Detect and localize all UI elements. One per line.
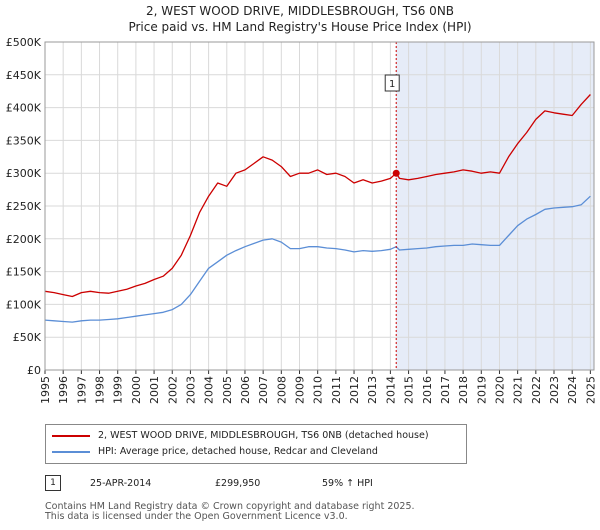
footer-text: Contains HM Land Registry data © Crown c… (45, 502, 415, 522)
annotation-price: £299,950 (215, 478, 261, 489)
legend-label-property: 2, WEST WOOD DRIVE, MIDDLESBROUGH, TS6 0… (98, 430, 429, 441)
plot-border (44, 41, 595, 371)
y-tick-label: £500K (6, 36, 42, 49)
x-tick-label: 2025 (584, 376, 597, 404)
x-tick-label: 2010 (312, 376, 325, 404)
x-tick-label: 1995 (39, 376, 52, 404)
y-tick-label: £300K (6, 167, 42, 180)
hpi-line (44, 195, 591, 323)
footer-line2: This data is licensed under the Open Gov… (45, 511, 348, 522)
x-tick-label: 2014 (384, 376, 397, 404)
y-tick-label: £150K (6, 266, 42, 279)
x-tick-label: 2004 (203, 376, 216, 404)
x-tick-label: 2005 (221, 376, 234, 404)
footer-line1: Contains HM Land Registry data © Crown c… (45, 501, 415, 512)
chart-legend: 2, WEST WOOD DRIVE, MIDDLESBROUGH, TS6 0… (45, 424, 467, 464)
y-tick-label: £50K (13, 331, 42, 344)
x-tick-label: 2021 (512, 376, 525, 404)
legend-swatch-property (52, 435, 90, 437)
x-tick-label: 2015 (403, 376, 416, 404)
sale-label-box (384, 74, 400, 92)
y-tick-label: £250K (6, 200, 42, 213)
y-tick-label: £450K (6, 69, 42, 82)
x-tick-label: 2013 (366, 376, 379, 404)
x-tick-label: 1998 (94, 376, 107, 404)
price-chart: 1 £0 £50K £100K £150K £200K £250K £300K £350K £4… (6, 36, 598, 404)
sale-label-number: 1 (389, 79, 395, 90)
x-tick-label: 2006 (239, 376, 252, 404)
x-tick-label: 2017 (439, 376, 452, 404)
x-tick-label: 2018 (457, 376, 470, 404)
legend-label-hpi: HPI: Average price, detached house, Redc… (98, 446, 378, 457)
x-tick-label: 1999 (112, 376, 125, 404)
annotation-date: 25-APR-2014 (90, 478, 152, 489)
x-tick-label: 2020 (493, 376, 506, 404)
x-tick-label: 2022 (530, 376, 543, 404)
annotation-hpi-change: 59% ↑ HPI (322, 478, 373, 489)
property-price-line (44, 94, 591, 298)
legend-swatch-hpi (52, 451, 90, 453)
chart-title-line2: Price paid vs. HM Land Registry's House … (128, 20, 472, 34)
x-tick-label: 2019 (475, 376, 488, 404)
annotation-number-badge: 1 (45, 475, 61, 491)
y-tick-label: £0 (27, 364, 41, 377)
x-tick-label: 1997 (75, 376, 88, 404)
x-tick-label: 2012 (348, 376, 361, 404)
x-tick-label: 2008 (275, 376, 288, 404)
chart-title-line1: 2, WEST WOOD DRIVE, MIDDLESBROUGH, TS6 0… (145, 4, 455, 18)
x-tick-label: 2002 (166, 376, 179, 404)
x-tick-label: 2007 (257, 376, 270, 404)
x-tick-label: 2011 (330, 376, 343, 404)
x-tick-label: 2023 (548, 376, 561, 404)
y-tick-label: £400K (6, 102, 42, 115)
x-tick-label: 2003 (184, 376, 197, 404)
sale-point (392, 169, 400, 177)
x-tick-label: 2016 (421, 376, 434, 404)
y-tick-label: £350K (6, 134, 42, 147)
x-tick-label: 2024 (566, 376, 579, 404)
y-tick-label: £100K (6, 298, 42, 311)
x-tick-label: 2001 (148, 376, 161, 404)
x-tick-label: 2000 (130, 376, 143, 404)
x-tick-label: 1996 (57, 376, 70, 404)
x-tick-label: 2009 (294, 376, 307, 404)
y-tick-label: £200K (6, 233, 42, 246)
